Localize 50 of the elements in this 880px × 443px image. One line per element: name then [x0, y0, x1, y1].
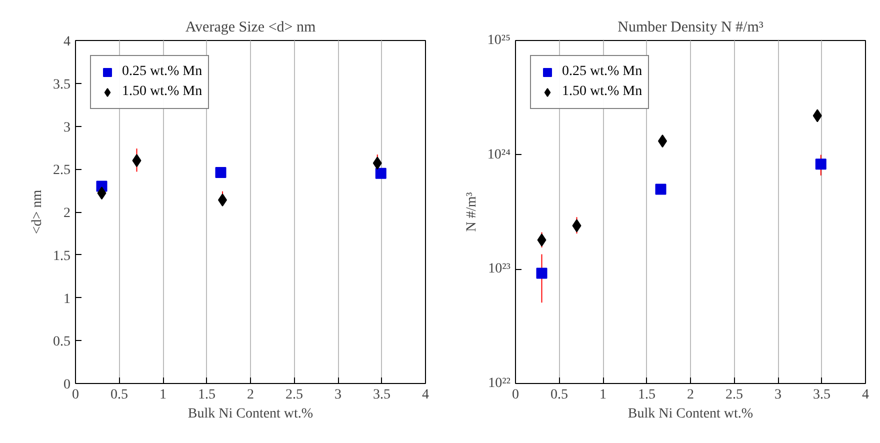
legend-label: 1.50 wt.% Mn — [122, 84, 202, 100]
legend-label: 0.25 wt.% Mn — [122, 64, 202, 80]
point — [375, 168, 386, 179]
x-tick-label: 4 — [422, 388, 429, 402]
y-tick-label: 0.5 — [53, 334, 70, 350]
y-tick-label: 1 — [64, 292, 70, 307]
y-tick-label: 4 — [64, 34, 70, 50]
x-tick-label: 1.5 — [638, 388, 656, 402]
x-axis-title: Bulk Ni Content wt.% — [628, 406, 754, 422]
point — [812, 109, 822, 122]
y-axis-title: N #/m³ — [464, 192, 480, 232]
y-tick-label: 1.5 — [53, 248, 70, 264]
y-tick-label: 10²² — [488, 376, 511, 391]
y-tick-label: 3.5 — [53, 77, 70, 92]
chart-title: Average Size <d> nm — [185, 20, 316, 36]
x-tick-label: 2.5 — [286, 388, 303, 402]
x-tick-label: 2 — [247, 388, 254, 402]
chart-title: Number Density N #/m³ — [618, 20, 764, 36]
x-tick-label: 3 — [334, 388, 342, 402]
x-tick-label: 3.5 — [373, 388, 390, 402]
x-tick-label: 2 — [687, 388, 694, 402]
point — [536, 268, 548, 279]
y-axis-title: <d> nm — [30, 190, 45, 234]
point — [372, 156, 382, 170]
x-tick-label: 2.5 — [726, 388, 743, 402]
y-tick-label: 2.5 — [53, 163, 70, 178]
x-tick-label: 4 — [862, 388, 869, 402]
legend-label: 0.25 wt.% Mn — [562, 64, 642, 80]
point — [572, 219, 582, 232]
point — [97, 186, 106, 200]
x-tick-label: 1 — [600, 388, 606, 402]
x-tick-label: 0.5 — [550, 388, 568, 402]
point — [655, 184, 666, 195]
point — [537, 233, 546, 246]
y-tick-label: 3 — [64, 120, 70, 136]
point — [215, 167, 226, 178]
y-tick-label: 10²⁴ — [487, 147, 511, 162]
y-tick-label: 10²⁵ — [487, 33, 511, 48]
point — [815, 158, 826, 170]
x-tick-label: 1 — [160, 388, 166, 402]
x-tick-label: 3.5 — [813, 388, 830, 402]
x-tick-label: 1.5 — [198, 388, 216, 402]
y-tick-label: 10²³ — [488, 262, 511, 277]
y-tick-label: 2 — [64, 206, 70, 221]
x-tick-label: 0.5 — [110, 388, 128, 402]
legend-label: 1.50 wt.% Mn — [562, 84, 642, 100]
x-axis-title: Bulk Ni Content wt.% — [188, 406, 314, 422]
y-tick-label: 0 — [64, 378, 70, 392]
point — [132, 154, 142, 168]
x-tick-label: 3 — [774, 388, 782, 402]
